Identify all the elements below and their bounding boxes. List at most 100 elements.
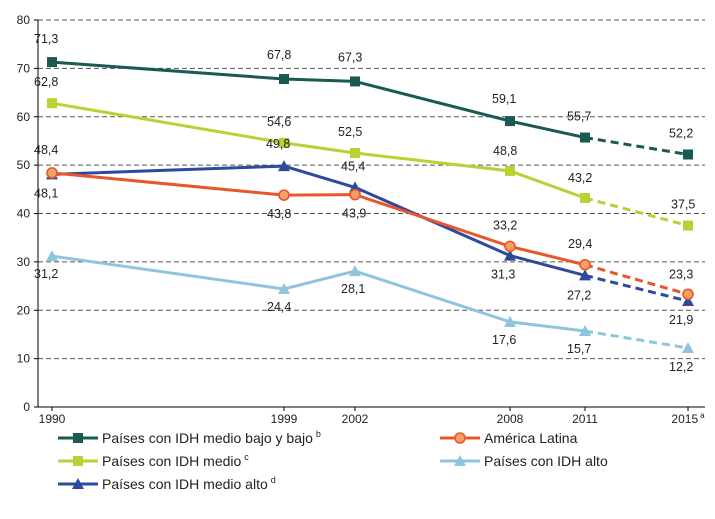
- data-label: 48,1: [34, 186, 58, 200]
- data-label: 45,4: [341, 159, 365, 173]
- data-label: 23,3: [669, 267, 693, 281]
- data-point-marker: [349, 188, 361, 201]
- legend-marker: [72, 478, 84, 489]
- data-point-marker: [683, 220, 693, 231]
- data-label: 67,8: [267, 48, 291, 62]
- data-label: 24,4: [267, 300, 291, 314]
- series-line-projection: [584, 273, 689, 303]
- legend-label: Países con IDH medio bajo y bajo b: [102, 429, 321, 446]
- legend: Países con IDH medio bajo y bajo b Países …: [58, 429, 608, 492]
- legend-marker: [73, 433, 83, 443]
- data-point-marker: [350, 76, 360, 87]
- data-label: 48,4: [34, 143, 58, 157]
- x-tick-label: 2008: [497, 412, 524, 426]
- data-label: 21,9: [669, 313, 693, 327]
- data-label: 49,8: [266, 137, 290, 151]
- data-label: 54,6: [267, 115, 291, 129]
- data-label: 29,4: [568, 237, 592, 251]
- data-point-marker: [46, 167, 58, 179]
- y-tick-label: 20: [17, 303, 31, 317]
- data-label: 55,7: [567, 110, 591, 124]
- legend-item: América Latina: [440, 430, 578, 446]
- data-label: 27,2: [567, 288, 591, 302]
- y-tick-label: 70: [17, 61, 31, 75]
- legend-item: Países con IDH medio bajo y bajo b: [58, 429, 321, 446]
- y-tick-label: 50: [17, 158, 31, 172]
- legend-item: Países con IDH medio alto d: [58, 475, 276, 492]
- legend-marker: [73, 456, 83, 466]
- x-tick-label: 2011: [572, 412, 598, 426]
- data-label: 52,5: [338, 125, 362, 139]
- data-point-marker: [580, 132, 590, 143]
- series-line-projection: [584, 263, 689, 296]
- data-label: 67,3: [338, 50, 362, 64]
- data-point-marker: [349, 181, 361, 193]
- y-tick-label: 10: [17, 352, 31, 366]
- y-tick-label: 40: [17, 207, 31, 221]
- data-point-marker: [279, 74, 289, 85]
- data-point-marker: [504, 249, 516, 261]
- x-tick-label: 1990: [39, 412, 66, 426]
- y-tick-label: 0: [23, 400, 30, 414]
- legend-marker: [454, 432, 466, 444]
- data-label: 43,8: [267, 207, 291, 221]
- data-point-marker: [279, 137, 289, 148]
- data-point-marker: [579, 269, 591, 281]
- data-label: 71,3: [34, 32, 58, 46]
- legend-label: Países con IDH medio c: [102, 452, 249, 469]
- data-point-marker: [349, 265, 361, 277]
- data-label: 31,2: [34, 267, 58, 281]
- legend-label: Países con IDH alto: [484, 453, 608, 469]
- legend-marker: [454, 455, 466, 466]
- data-point-marker: [579, 258, 591, 271]
- data-point-marker: [47, 98, 57, 109]
- data-label: 52,2: [669, 126, 693, 140]
- data-label: 37,5: [671, 198, 695, 212]
- data-point-marker: [505, 116, 515, 127]
- data-label: 33,2: [493, 218, 517, 232]
- series-line-projection: [584, 329, 689, 350]
- data-label: 62,8: [34, 75, 58, 89]
- data-label: 15,7: [567, 342, 591, 356]
- data-point-marker: [579, 325, 591, 337]
- grid-lines: [38, 19, 705, 360]
- data-point-marker: [278, 160, 290, 172]
- y-tick-label: 60: [17, 110, 31, 124]
- data-label: 17,6: [492, 333, 516, 347]
- data-label: 31,3: [491, 268, 515, 282]
- legend-label: Países con IDH medio alto d: [102, 475, 276, 492]
- data-point-marker: [682, 295, 694, 307]
- data-point-marker: [46, 250, 58, 262]
- data-point-marker: [278, 189, 290, 201]
- data-label: 12,2: [669, 360, 693, 374]
- data-point-marker: [505, 165, 515, 176]
- y-tick-label: 80: [17, 13, 31, 27]
- data-point-marker: [682, 341, 694, 353]
- x-tick-label: 2002: [342, 412, 369, 426]
- series-lines: [46, 57, 694, 353]
- x-tick-label: 1999: [271, 412, 298, 426]
- data-label: 48,8: [493, 144, 517, 158]
- series-line-projection: [584, 136, 689, 156]
- data-label: 28,1: [341, 282, 365, 296]
- y-tick-label: 30: [17, 255, 31, 269]
- data-point-marker: [580, 193, 590, 204]
- series-line-projection: [584, 196, 689, 228]
- data-label: 59,1: [492, 92, 516, 106]
- legend-item: Países con IDH alto: [440, 453, 608, 469]
- data-label: 43,2: [568, 171, 592, 185]
- data-point-marker: [278, 282, 290, 294]
- x-tick-label: 2015 a: [671, 411, 705, 426]
- data-point-marker: [350, 148, 360, 159]
- data-point-marker: [682, 288, 694, 301]
- data-point-marker: [683, 149, 693, 160]
- data-point-marker: [47, 57, 57, 68]
- data-labels: 71,3 67,8 67,3 59,1 55,7 52,2 62,8 54,6 52,5 48,8…: [34, 32, 695, 374]
- axes: 0 10 20 30 40 50 60 70 80 1990 1999 2002 2008 2011 201…: [17, 13, 705, 426]
- legend-item: Países con IDH medio c: [58, 452, 249, 469]
- legend-label: América Latina: [484, 430, 578, 446]
- data-point-marker: [504, 315, 516, 327]
- data-label: 43,9: [342, 207, 366, 221]
- data-point-marker: [504, 240, 516, 253]
